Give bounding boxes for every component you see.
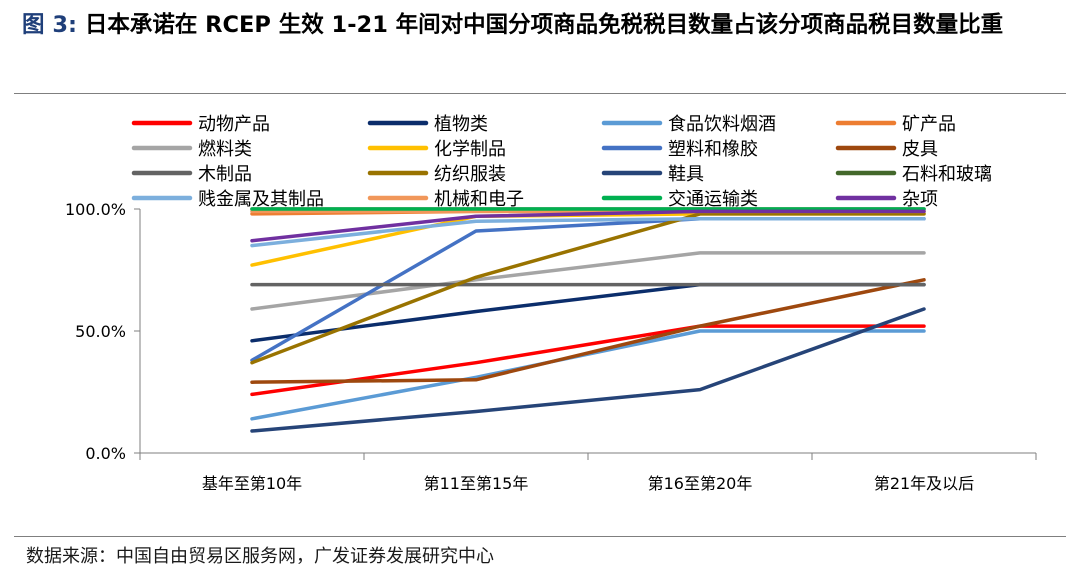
series-line-16 xyxy=(250,209,926,243)
x-tick-label: 第16至第20年 xyxy=(648,474,753,493)
legend-label: 交通运输类 xyxy=(668,189,758,210)
legend-label: 燃料类 xyxy=(198,139,252,160)
legend-label: 动物产品 xyxy=(198,114,270,135)
y-tick-label: 50.0% xyxy=(75,322,126,341)
legend-label: 植物类 xyxy=(434,114,488,135)
legend-label: 木制品 xyxy=(198,164,252,185)
series-line-11 xyxy=(250,307,926,433)
figure-title-text: 日本承诺在 RCEP 生效 1-21 年间对中国分项商品免税税目数量占该分项商品… xyxy=(84,12,1004,38)
legend-label: 化学制品 xyxy=(434,139,506,160)
source-divider xyxy=(14,536,1066,537)
y-tick-label: 100.0% xyxy=(65,200,126,219)
chart-axes: 0.0% 50.0% 100.0% 基年至第10年 第11至第15年 第16至第20年 第2… xyxy=(65,200,1037,493)
figure-title: 图 3: 日本承诺在 RCEP 生效 1-21 年间对中国分项商品免税税目数量占… xyxy=(22,4,1062,46)
legend-label: 塑料和橡胶 xyxy=(668,139,758,160)
legend-label: 皮具 xyxy=(902,139,938,160)
source-note: 数据来源：中国自由贸易区服务网，广发证券发展研究中心 xyxy=(26,546,494,567)
x-tick-label: 第11至第15年 xyxy=(424,474,529,493)
figure-label: 图 3: xyxy=(22,12,77,38)
legend-label: 机械和电子 xyxy=(434,189,524,210)
y-tick-label: 0.0% xyxy=(85,444,126,463)
x-tick-label: 基年至第10年 xyxy=(202,474,302,493)
series-line-10 xyxy=(250,212,926,365)
legend-label: 鞋具 xyxy=(668,164,704,185)
legend-label: 杂项 xyxy=(902,189,938,210)
legend-label: 食品饮料烟酒 xyxy=(668,114,776,135)
series-line-7 xyxy=(250,217,926,363)
series-line-1 xyxy=(250,324,926,397)
series-line-13 xyxy=(250,217,926,248)
chart-series-lines xyxy=(250,207,926,433)
x-tick-label: 第21年及以后 xyxy=(874,474,974,493)
series-line-8 xyxy=(250,278,926,384)
legend-label: 石料和玻璃 xyxy=(902,164,992,185)
title-divider xyxy=(14,93,1066,94)
legend-label: 贱金属及其制品 xyxy=(198,189,324,210)
legend-label: 纺织服装 xyxy=(434,164,506,185)
legend-label: 矿产品 xyxy=(902,114,956,135)
